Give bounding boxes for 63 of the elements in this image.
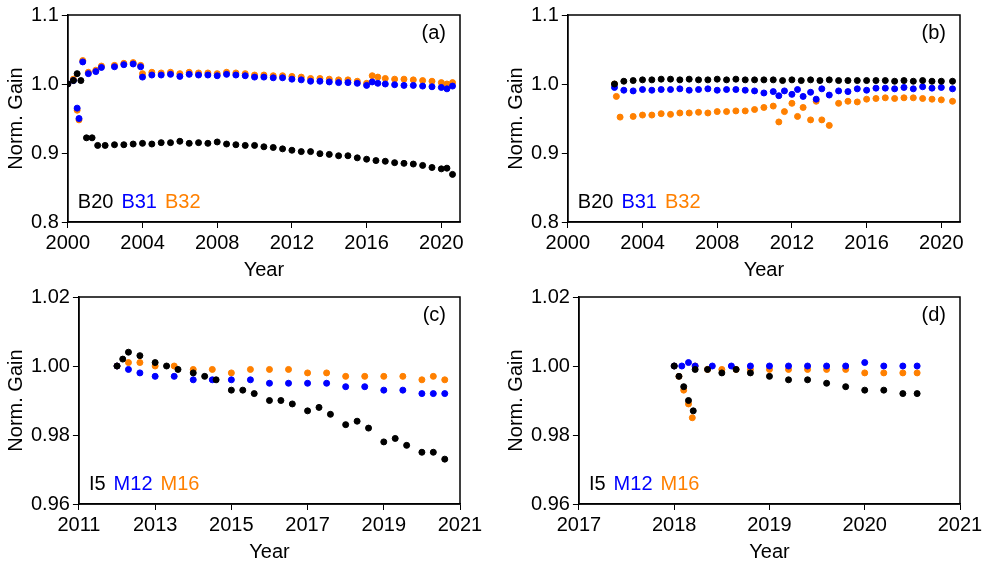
- x-tick-label: 2021: [937, 512, 983, 535]
- x-tick-label: 2015: [209, 512, 254, 535]
- y-axis-title: Norm. Gain: [3, 67, 26, 170]
- y-tick-label: 0.98: [30, 422, 70, 445]
- text: I5: [588, 471, 606, 494]
- y-tick-label: 0.96: [30, 491, 70, 514]
- text: M16: [160, 471, 200, 494]
- text: B32: [664, 189, 701, 212]
- y-tick-label: 1.1: [30, 2, 59, 25]
- annotation: (a): [421, 20, 446, 43]
- text: B20: [77, 189, 114, 212]
- x-tick-label: 2020: [842, 512, 887, 535]
- text: B20: [577, 189, 614, 212]
- text: I5: [88, 471, 106, 494]
- y-axis-title: Norm. Gain: [503, 349, 526, 452]
- y-tick-label: 0.98: [530, 422, 570, 445]
- y-tick-label: 1.02: [30, 284, 70, 307]
- x-tick-label: 2000: [545, 230, 591, 253]
- annotation: (d): [921, 302, 946, 325]
- x-axis-title: Year: [249, 539, 290, 562]
- x-axis-title: Year: [743, 257, 785, 280]
- x-tick-label: 2016: [844, 230, 889, 253]
- annotation: (b): [921, 20, 946, 43]
- x-tick-label: 2021: [437, 512, 483, 535]
- text: B32: [164, 189, 201, 212]
- y-tick-label: 0.8: [530, 209, 559, 232]
- x-tick-label: 2019: [747, 512, 792, 535]
- y-axis-title: Norm. Gain: [3, 349, 26, 452]
- y-tick-label: 1.00: [530, 353, 570, 376]
- x-tick-label: 2020: [919, 230, 964, 253]
- x-tick-label: 2011: [57, 512, 101, 535]
- y-tick-label: 0.9: [30, 140, 59, 163]
- x-tick-label: 2019: [361, 512, 407, 535]
- x-tick-label: 2018: [651, 512, 697, 535]
- x-tick-label: 2012: [269, 230, 315, 253]
- y-tick-label: 1.0: [30, 71, 59, 94]
- text: M12: [613, 471, 653, 494]
- y-tick-label: 1.0: [530, 71, 559, 94]
- x-axis-title: Year: [749, 539, 790, 562]
- x-tick-label: 2008: [194, 230, 240, 253]
- x-tick-label: 2020: [419, 230, 464, 253]
- y-tick-label: 0.9: [530, 140, 559, 163]
- text: M12: [113, 471, 153, 494]
- text: B31: [121, 189, 157, 212]
- x-tick-label: 2017: [285, 512, 330, 535]
- x-tick-label: 2013: [132, 512, 178, 535]
- x-tick-label: 2000: [45, 230, 91, 253]
- y-tick-label: 1.1: [530, 2, 559, 25]
- x-tick-label: 2017: [556, 512, 602, 535]
- x-tick-label: 2016: [344, 230, 389, 253]
- annotation: (c): [422, 302, 446, 325]
- x-tick-label: 2004: [120, 230, 165, 253]
- x-axis-title: Year: [243, 257, 285, 280]
- text: M16: [660, 471, 700, 494]
- x-tick-label: 2004: [620, 230, 665, 253]
- y-tick-label: 0.96: [530, 491, 570, 514]
- text: B31: [621, 189, 657, 212]
- y-tick-label: 1.02: [530, 284, 570, 307]
- y-tick-label: 0.8: [30, 209, 59, 232]
- x-tick-label: 2008: [694, 230, 740, 253]
- y-axis-title: Norm. Gain: [503, 67, 526, 170]
- x-tick-label: 2012: [769, 230, 815, 253]
- y-tick-label: 1.00: [30, 353, 70, 376]
